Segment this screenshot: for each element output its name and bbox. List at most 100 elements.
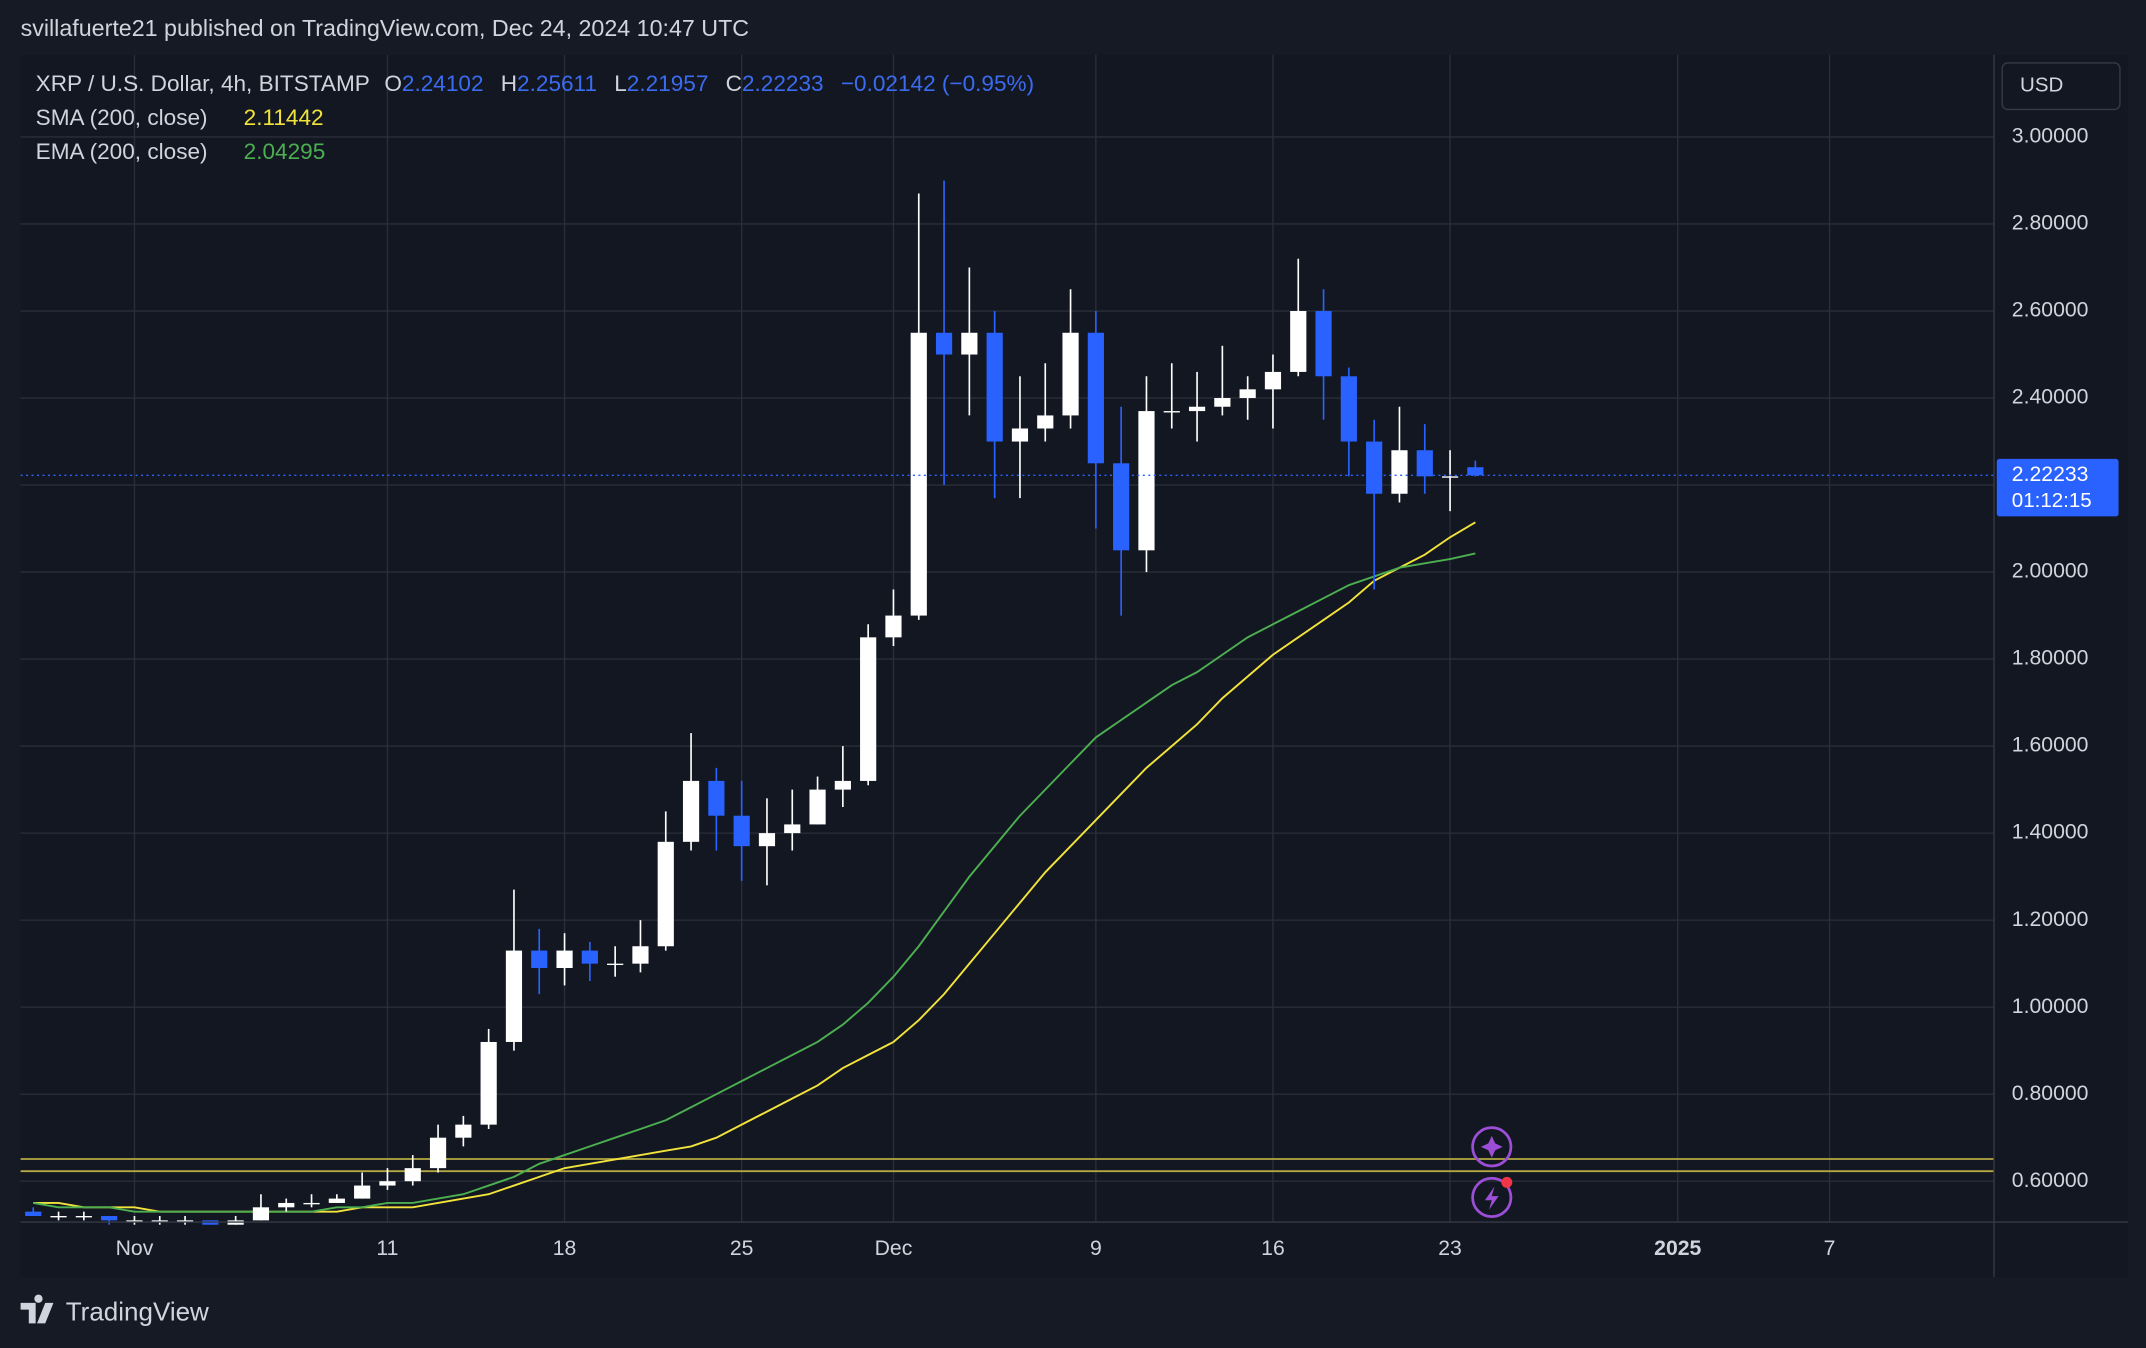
x-tick-label: Nov [116, 1237, 154, 1260]
candle-body [176, 1220, 194, 1222]
candle-body [809, 789, 826, 825]
candle-body [1315, 311, 1332, 377]
y-tick-label: 1.60000 [2012, 734, 2089, 757]
indicator-name: EMA (200, close) [36, 139, 208, 164]
x-tick-label: 16 [1261, 1237, 1285, 1260]
y-tick-label: 2.80000 [2012, 212, 2089, 235]
footer-logo: TradingView [20, 1294, 209, 1327]
candle-body [1011, 428, 1029, 442]
candle-body [50, 1216, 67, 1218]
alert-icon-bolt [1484, 1186, 1499, 1210]
currency-label[interactable]: USD [2020, 74, 2063, 97]
candle-body [1391, 450, 1408, 494]
x-tick-label: 11 [376, 1237, 398, 1260]
candle-body [632, 946, 649, 964]
candle-body [354, 1185, 371, 1199]
candle-body [101, 1216, 118, 1221]
candle-body [885, 615, 902, 638]
logo-icon [20, 1294, 54, 1324]
candle-body [1416, 450, 1433, 477]
candle-body [935, 332, 953, 355]
currency-box[interactable] [2001, 62, 2121, 111]
y-tick-label: 1.80000 [2012, 647, 2089, 670]
candle-body [126, 1220, 143, 1222]
candle-body [834, 780, 851, 790]
y-tick-label: 2.40000 [2012, 386, 2089, 409]
y-tick-label: 1.40000 [2012, 821, 2089, 844]
x-tick-label: 23 [1438, 1237, 1462, 1260]
grid [20, 54, 1995, 1223]
ohlc-prefix: O [384, 71, 402, 96]
candle-body [657, 841, 674, 947]
candle-body [404, 1168, 421, 1182]
candle-body [75, 1216, 92, 1218]
candle-body [1188, 406, 1206, 412]
candle-body [910, 332, 927, 616]
y-tick-label: 1.00000 [2012, 995, 2089, 1018]
indicator-value: 2.11442 [244, 105, 324, 130]
change-value: −0.02142 (−0.95%) [841, 71, 1034, 96]
candle-body [151, 1220, 168, 1222]
candle-body [733, 815, 750, 847]
candle-body [784, 824, 801, 834]
alert-icon[interactable] [1471, 1176, 1513, 1218]
x-tick-label: 2025 [1654, 1237, 1701, 1260]
x-tick-label: 9 [1090, 1237, 1102, 1260]
candle-body [1087, 332, 1104, 464]
indicator-line [33, 552, 1476, 1213]
footer-brand: TradingView [66, 1297, 209, 1327]
side-icons[interactable] [1471, 1126, 1513, 1218]
candle-body [1264, 371, 1282, 390]
symbol-title: XRP / U.S. Dollar, 4h, BITSTAMP [36, 71, 370, 96]
candle-body [1467, 467, 1484, 476]
publisher-line: svillafuerte21 published on TradingView.… [21, 15, 750, 41]
last-price-box [1996, 458, 2119, 517]
candle-body [556, 950, 573, 969]
candle-body [429, 1137, 447, 1169]
candle-body [25, 1211, 42, 1217]
x-tick-label: 18 [553, 1237, 577, 1260]
candle-body [531, 950, 548, 969]
candle-body [961, 332, 978, 355]
x-tick-label: 25 [730, 1237, 754, 1260]
indicator-name: SMA (200, close) [36, 105, 208, 130]
candle-body [1214, 398, 1231, 407]
candle-body [1163, 411, 1180, 413]
candle-body [1340, 376, 1357, 442]
candle-body [328, 1198, 345, 1203]
x-tick-label: 7 [1824, 1237, 1836, 1260]
ai-icon[interactable] [1471, 1126, 1513, 1168]
ohlc-prefix: L [614, 71, 627, 96]
indicator-value: 2.04295 [244, 139, 326, 164]
y-tick-label: 1.20000 [2012, 908, 2089, 931]
candle-body [708, 780, 725, 816]
symbol-legend: XRP / U.S. Dollar, 4h, BITSTAMP O2.24102… [36, 71, 1035, 96]
candle-body [758, 833, 776, 847]
candle-body [860, 637, 877, 781]
candle-body [1441, 476, 1459, 478]
y-tick-label: 0.80000 [2012, 1082, 2089, 1105]
candle-body [581, 950, 598, 964]
last-price-label: 2.22233 [2012, 463, 2089, 486]
candle-body [379, 1181, 396, 1186]
candle-body [1037, 415, 1054, 429]
candle-body [1239, 389, 1256, 399]
chart-panel [20, 54, 2129, 1277]
candle-body [278, 1202, 295, 1208]
candle-body [505, 950, 523, 1042]
countdown-label: 01:12:15 [2012, 489, 2092, 512]
y-tick-label: 2.00000 [2012, 560, 2089, 583]
ohlc-prefix: H [501, 71, 517, 96]
candle-body [252, 1207, 270, 1221]
candle-body [607, 963, 624, 966]
ohlc-value: 2.24102 [402, 71, 484, 96]
candle-body [303, 1202, 320, 1205]
candle-body [682, 780, 700, 842]
y-tick-label: 3.00000 [2012, 125, 2089, 148]
ohlc-value: 2.25611 [517, 71, 597, 96]
candle-body [1062, 332, 1079, 416]
candle-body [455, 1124, 472, 1138]
ohlc-value: 2.21957 [627, 71, 709, 96]
